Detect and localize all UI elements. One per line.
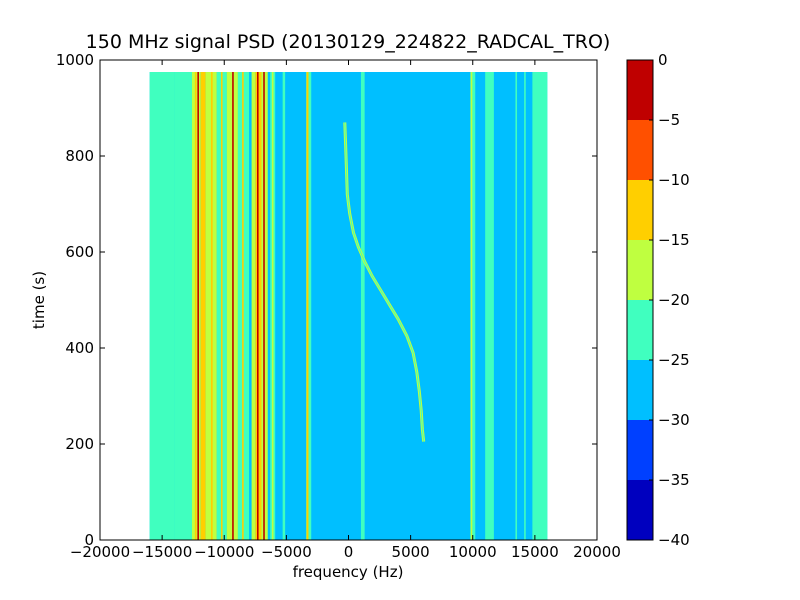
heatmap-band [485, 72, 494, 540]
colorbar-tick-label: −40 [658, 531, 690, 549]
x-axis: −20000 −15000 −10000 −5000 0 5000 10000 15000 20… [70, 60, 621, 561]
x-tick-label: 5000 [392, 543, 430, 561]
y-tick-label: 600 [65, 243, 94, 261]
y-axis: 0 200 400 600 800 1000 [56, 51, 597, 549]
x-tick-label: −20000 [70, 543, 130, 561]
y-axis-label: time (s) [30, 271, 48, 329]
y-tick-label: 1000 [56, 51, 94, 69]
colorbar: −40 −35 −30 −25 −20 −15 −10 −5 0 [626, 51, 690, 549]
heatmap-band [308, 72, 312, 540]
colorbar-segment [627, 240, 653, 300]
heatmap-band [360, 72, 365, 540]
heatmap-band [532, 72, 548, 540]
colorbar-segment [627, 480, 653, 540]
signal-trace-edge [344, 122, 425, 442]
x-tick-label: −15000 [132, 543, 192, 561]
chart-title: 150 MHz signal PSD (20130129_224822_RADC… [86, 31, 611, 53]
x-tick-label: −5000 [261, 543, 312, 561]
heatmap-band [200, 72, 206, 540]
colorbar-segment [627, 420, 653, 480]
colorbar-segment [627, 60, 653, 120]
x-tick-label: 10000 [449, 543, 497, 561]
colorbar-tick-label: −15 [658, 231, 690, 249]
x-tick-label: 20000 [573, 543, 621, 561]
colorbar-tick-label: 0 [658, 51, 668, 69]
colorbar-tick-label: −20 [658, 291, 690, 309]
colorbar-segment [627, 360, 653, 420]
colorbar-tick-label: −25 [658, 351, 690, 369]
colorbar-segment [627, 300, 653, 360]
heatmap-band [174, 72, 192, 540]
x-axis-label: frequency (Hz) [293, 563, 404, 581]
heatmap-band [470, 72, 476, 540]
x-tick-label: 0 [344, 543, 354, 561]
colorbar-segment [627, 180, 653, 240]
plot-area [149, 72, 548, 540]
x-tick-label: 15000 [511, 543, 559, 561]
heatmap-band [282, 72, 286, 540]
x-tick-label: −10000 [194, 543, 254, 561]
colorbar-tick-label: −30 [658, 411, 690, 429]
colorbar-tick-label: −35 [658, 471, 690, 489]
colorbar-segment [627, 120, 653, 180]
colorbar-tick-label: −10 [658, 171, 690, 189]
y-tick-label: 0 [84, 531, 94, 549]
y-tick-label: 400 [65, 339, 94, 357]
y-tick-label: 200 [65, 435, 94, 453]
colorbar-tick-label: −5 [658, 111, 680, 129]
y-tick-label: 800 [65, 147, 94, 165]
heatmap-band [149, 72, 175, 540]
heatmap-band [251, 72, 256, 540]
